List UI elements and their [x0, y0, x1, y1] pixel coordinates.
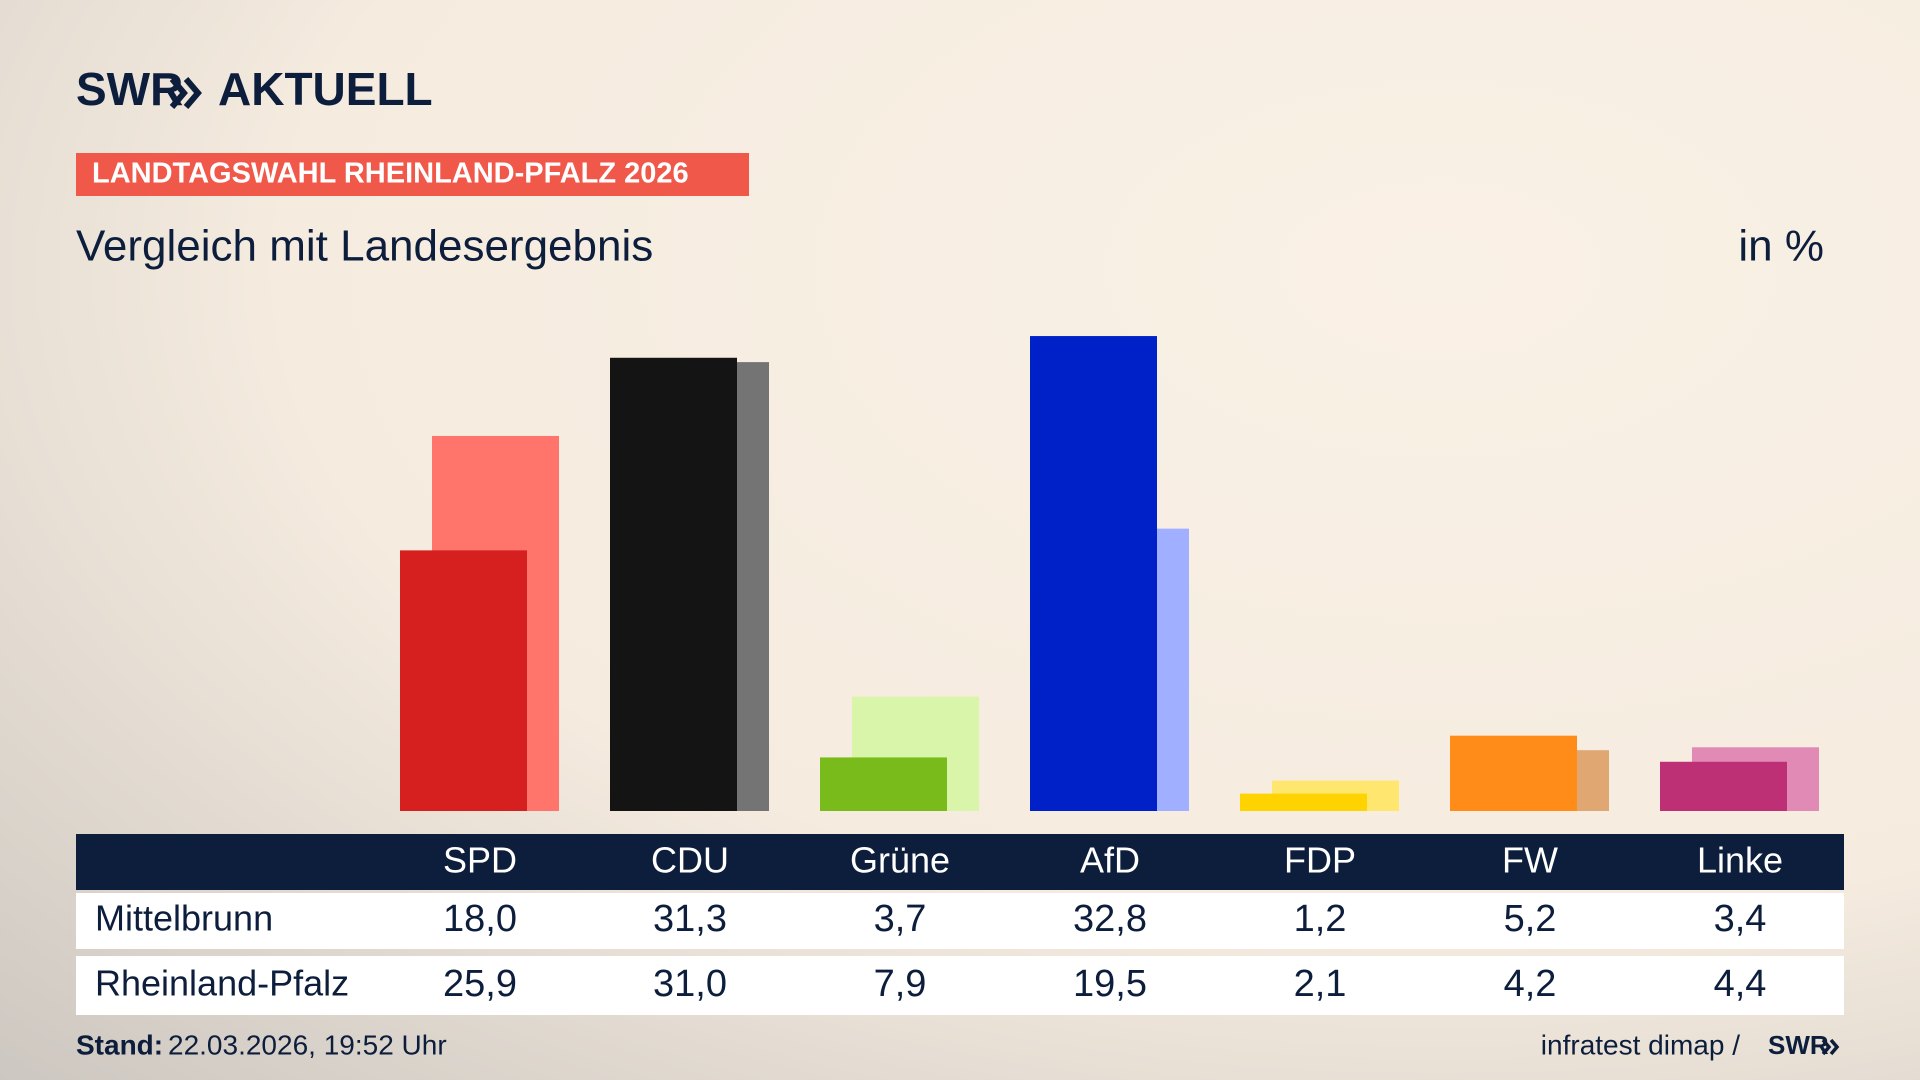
row-label: Mittelbrunn	[95, 898, 273, 939]
table-row	[76, 956, 1844, 1015]
bars	[400, 336, 1819, 811]
column-header: CDU	[651, 840, 729, 881]
column-header: AfD	[1080, 840, 1140, 881]
bar	[400, 550, 527, 811]
column-header: FDP	[1284, 840, 1356, 881]
logo: SWR	[76, 63, 183, 115]
logo-title: AKTUELL	[218, 63, 433, 115]
brand-chevrons	[1821, 1038, 1840, 1056]
bar	[1030, 336, 1157, 811]
cell-value: 3,7	[874, 898, 927, 940]
row-label: Rheinland-Pfalz	[95, 963, 349, 1004]
cell-value: 5,2	[1504, 898, 1557, 940]
cell-value: 31,3	[653, 898, 727, 940]
table: SPD CDU Grüne AfD FDP FW Linke Mittelbrunn 18,0 3…	[95, 840, 1783, 1006]
cell-value: 2,1	[1294, 963, 1347, 1005]
cell-value: 4,2	[1504, 963, 1557, 1005]
chart-title: Vergleich mit Landesergebnis	[76, 222, 653, 271]
cell-value: 18,0	[443, 898, 517, 940]
cell-value: 7,9	[874, 963, 927, 1005]
cell-value: 4,4	[1714, 963, 1767, 1005]
column-header: FW	[1502, 840, 1558, 881]
cell-value: 3,4	[1714, 898, 1767, 940]
logo-chevrons	[169, 77, 202, 109]
cell-value: 1,2	[1294, 898, 1347, 940]
stand: 22.03.2026, 19:52 Uhr	[168, 1029, 447, 1060]
bar	[820, 757, 947, 811]
badge	[76, 153, 749, 196]
bar	[1660, 761, 1787, 811]
source: infratest dimap /	[1541, 1029, 1740, 1060]
cell-value: 32,8	[1073, 898, 1147, 940]
cell-value: 31,0	[653, 963, 727, 1005]
unit-label: in %	[1738, 222, 1824, 271]
badge-text: LANDTAGSWAHL RHEINLAND-PFALZ 2026	[92, 158, 689, 190]
cell-value: 19,5	[1073, 963, 1147, 1005]
table-row	[76, 893, 1844, 949]
bar	[1450, 735, 1577, 811]
bar	[1240, 793, 1367, 811]
cell-value: 25,9	[443, 963, 517, 1005]
table-header	[76, 834, 1844, 890]
stand-label: Stand:	[76, 1029, 163, 1060]
brand: SWR	[1768, 1030, 1829, 1060]
column-header: Grüne	[850, 840, 950, 881]
column-header: SPD	[443, 840, 517, 881]
bar	[610, 357, 737, 811]
column-header: Linke	[1697, 840, 1783, 881]
